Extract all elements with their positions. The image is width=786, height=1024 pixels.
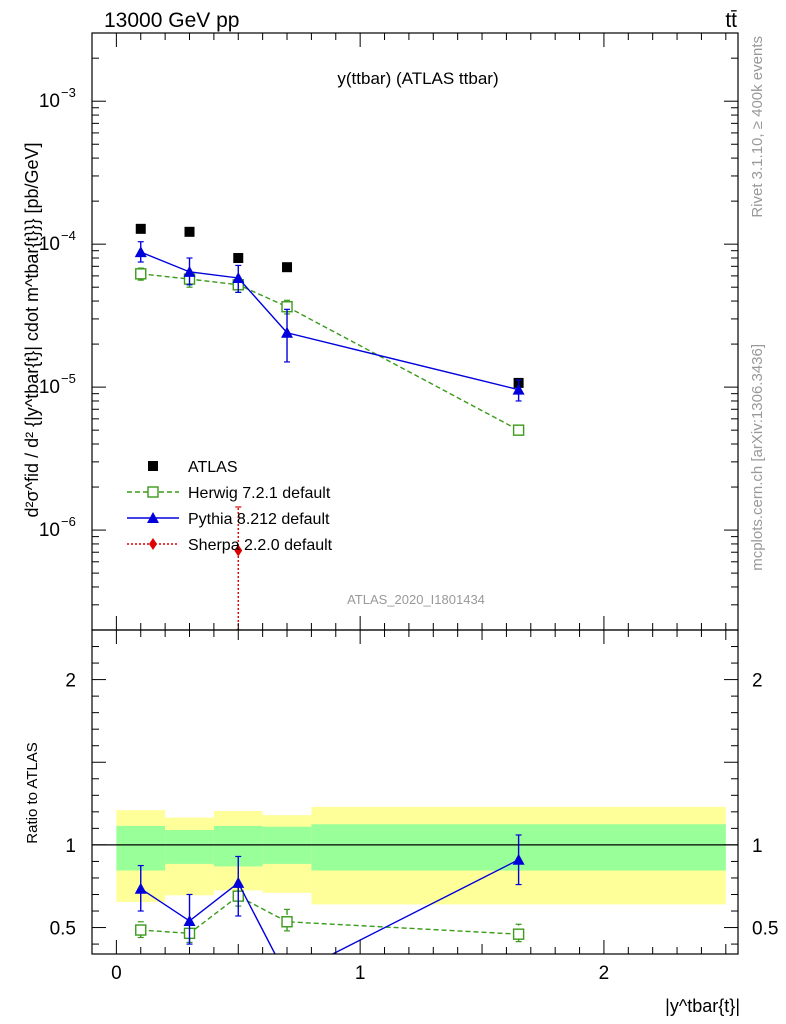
ratio-point [281,971,293,982]
top-axes: 10−610−510−410−3 [39,32,738,631]
y-tick-label: 10 [39,91,60,112]
data-point [512,383,525,395]
series-line [140,251,519,391]
legend: ATLAS Herwig 7.2.1 default Pythia 8.212 de… [127,459,333,554]
data-point [184,226,195,237]
rivet-label: Rivet 3.1.10, ≥ 400k events [749,36,766,218]
plot-title: y(ttbar) (ATLAS ttbar) [337,69,498,88]
data-point [134,246,147,258]
data-point [282,262,293,273]
legend-marker [149,538,157,550]
uncertainty-band-stat [165,830,214,864]
y-tick-label-exponent: −3 [61,85,76,100]
legend-entry: Pythia 8.212 default [188,511,330,528]
x-tick-label: 1 [355,963,366,984]
top-ylabel: d²σ^fid / d² {|y^tbar{t}| cdot m^tbar{t}… [22,142,42,517]
x-tick-label: 2 [599,963,610,984]
mcplots-label: mcplots.cern.ch [arXiv:1306.3436] [749,344,766,571]
legend-entry: Herwig 7.2.1 default [188,485,331,502]
ratio-point [512,853,525,865]
data-point [512,424,525,436]
data-point [232,271,245,283]
ratio-y-tick-label-right: 2 [752,671,763,692]
y-tick-label: 10 [39,520,60,541]
ratio-series-line [140,895,519,935]
ratio-point [232,876,245,888]
ratio-point [183,914,196,926]
ratio-point [281,916,293,928]
data-point [135,268,147,280]
legend-entry: Sherpa 2.2.0 default [188,537,333,554]
legend-marker [148,461,158,471]
data-point [135,223,146,234]
data-point [183,265,196,277]
ratio-y-tick-label: 1 [65,836,76,857]
ratio-y-tick-label: 0.5 [50,919,76,940]
header-left: 13000 GeV pp [104,9,239,32]
y-tick-label-exponent: −6 [61,514,76,529]
bottom-panel-frame [91,629,739,955]
ratio-point [512,928,525,940]
ratio-ylabel: Ratio to ATLAS [24,742,41,843]
data-point [281,326,294,338]
ratio-y-tick-label-right: 1 [752,836,763,857]
top-panel-content [134,223,525,630]
top-ylabel-text: d²σ^fid / d² {|y^tbar{t}| cdot m^tbar{t}… [22,142,42,517]
uncertainty-band-stat [116,825,166,871]
ratio-y-tick-label: 2 [65,671,76,692]
y-tick-label-exponent: −5 [61,371,76,386]
y-tick-label: 10 [39,234,60,255]
analysis-watermark: ATLAS_2020_I1801434 [347,592,485,607]
header-right: tt̄ [725,9,737,32]
ratio-point [135,924,147,936]
legend-marker [147,486,159,498]
ratio-y-tick-label-right: 0.5 [752,919,778,940]
x-tick-label: 0 [111,963,122,984]
xlabel: |y^tbar{t}| [665,996,740,1016]
ratio-point [134,882,147,894]
data-point [234,544,243,557]
bottom-axes: 0.5 0.5 1 1 2 2 0 1 2 [50,629,778,984]
y-tick-label: 10 [39,377,60,398]
y-tick-label-exponent: −4 [61,228,76,243]
bottom-panel-content [92,806,738,982]
legend-marker [147,512,159,523]
data-point [233,253,244,264]
legend-entry: ATLAS [188,459,238,476]
series-line [140,273,519,431]
